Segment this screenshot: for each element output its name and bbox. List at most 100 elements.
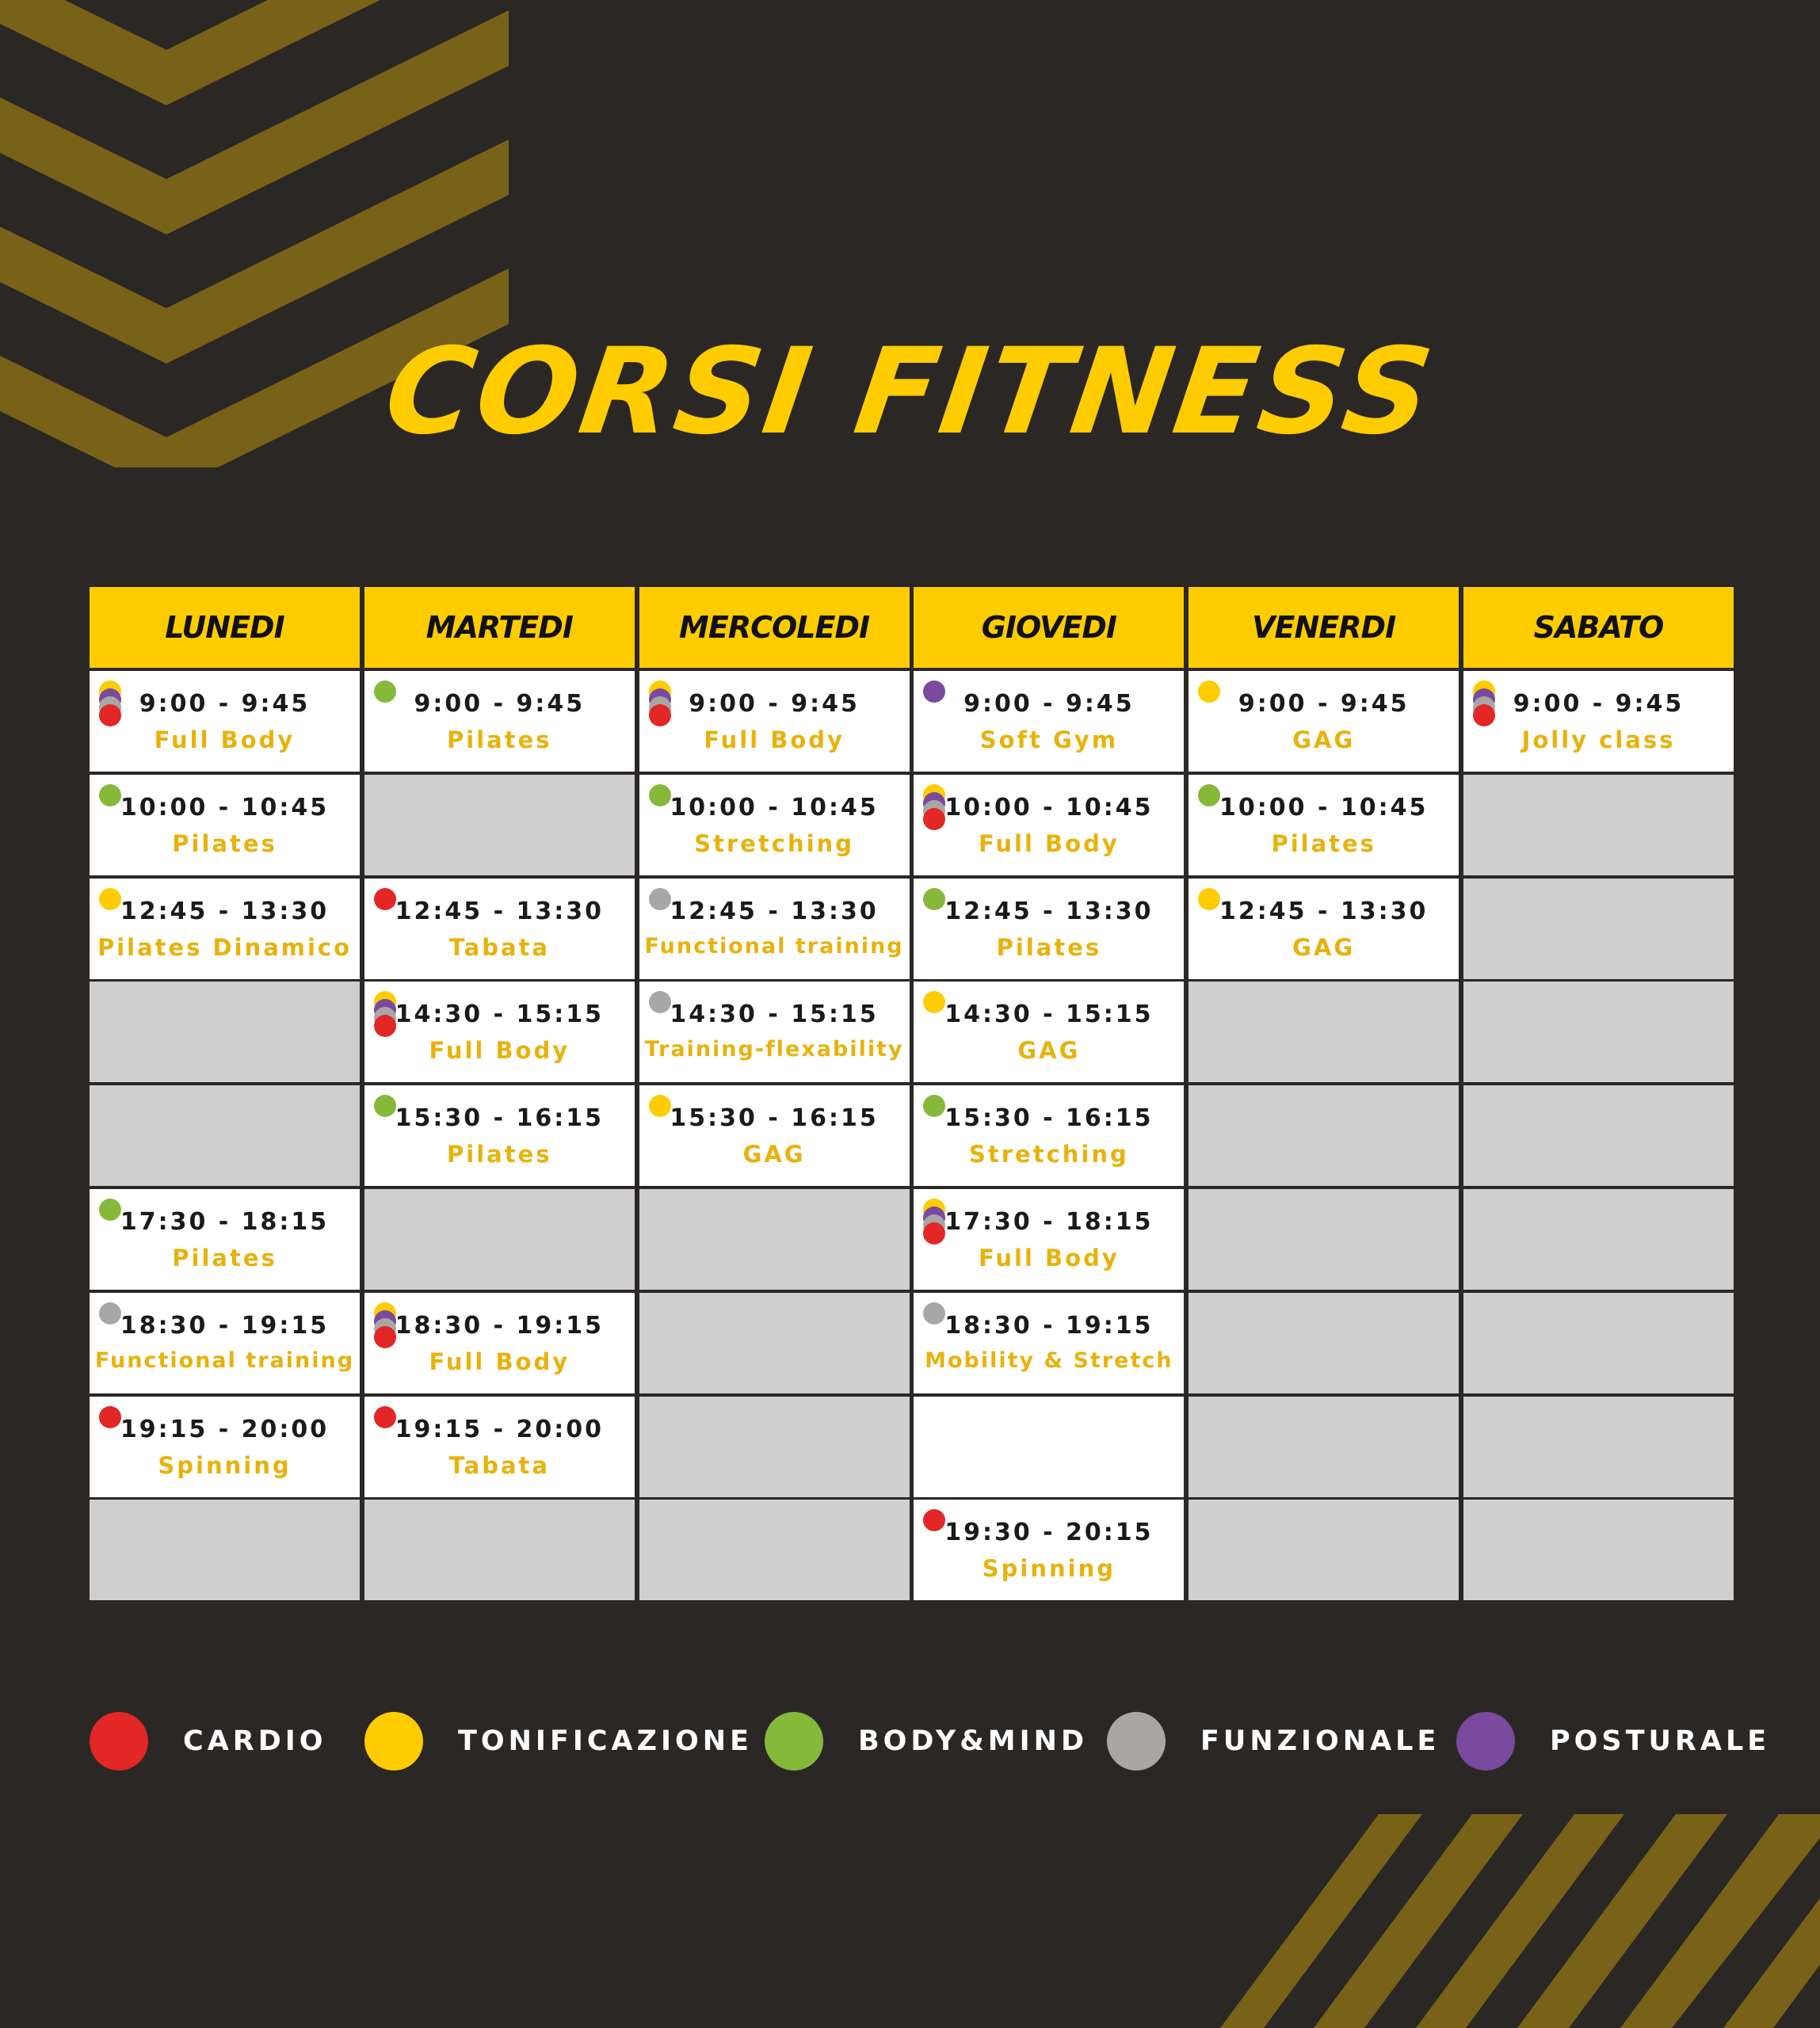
empty-slot <box>90 1085 360 1187</box>
category-dot-bodymind <box>99 1199 121 1221</box>
empty-slot <box>639 1396 910 1497</box>
category-dot-funzionale <box>648 887 671 910</box>
class-time: 18:30 - 19:15 <box>120 1311 330 1340</box>
chevron-stripe <box>166 139 509 364</box>
class-name: Jolly class <box>1521 726 1676 753</box>
category-dot-funzionale <box>99 1302 121 1325</box>
class-slot[interactable]: 9:00 - 9:45 GAG <box>1189 671 1459 772</box>
class-name: Pilates <box>1271 829 1376 857</box>
empty-slot <box>1463 1396 1734 1497</box>
class-slot[interactable]: 19:30 - 20:15 Spinning <box>914 1500 1185 1601</box>
class-name: Soft Gym <box>979 726 1119 753</box>
legend-item-bodymind: BODY&MIND <box>765 1711 1088 1771</box>
class-time: 12:45 - 13:30 <box>395 897 604 925</box>
category-dots <box>1198 783 1222 832</box>
class-slot[interactable]: 15:30 - 16:15 Pilates <box>364 1085 635 1187</box>
class-slot[interactable]: 15:30 - 16:15 GAG <box>639 1085 910 1187</box>
category-dot-posturale <box>923 680 946 703</box>
class-time: 9:00 - 9:45 <box>414 690 586 718</box>
day-column: VENERDI 9:00 - 9:45 GAG 10:00 - 10:45 Pilate… <box>1189 587 1459 1604</box>
category-dot-cardio <box>373 1405 396 1428</box>
class-name: Pilates Dinamico <box>97 933 353 961</box>
class-slot[interactable]: 9:00 - 9:45 Full Body <box>639 671 910 772</box>
class-slot[interactable]: 9:00 - 9:45 Soft Gym <box>914 671 1185 772</box>
class-slot[interactable]: 9:00 - 9:45 Pilates <box>364 671 635 772</box>
class-slot[interactable]: 12:45 - 13:30 GAG <box>1189 878 1459 979</box>
chevron-decoration <box>0 0 509 467</box>
class-slot[interactable]: 12:45 - 13:30 Functional training <box>639 878 910 979</box>
class-slot[interactable]: 12:45 - 13:30 Tabata <box>364 878 635 979</box>
class-name: Stretching <box>969 1141 1129 1168</box>
class-time: 12:45 - 13:30 <box>944 897 1154 925</box>
blank-slot <box>914 1396 1185 1497</box>
day-column: SABATO 9:00 - 9:45 Jolly class <box>1463 587 1734 1604</box>
class-slot[interactable]: 9:00 - 9:45 Full Body <box>90 671 360 772</box>
legend-label: TONIFICAZIONE <box>458 1725 754 1757</box>
empty-slot <box>364 774 635 875</box>
class-slot[interactable]: 12:45 - 13:30 Pilates Dinamico <box>90 878 360 979</box>
class-slot[interactable]: 19:15 - 20:00 Spinning <box>90 1396 360 1497</box>
day-header: SABATO <box>1463 587 1734 668</box>
category-legend: CARDIO TONIFICAZIONE BODY&MIND FUNZIONALE PO… <box>0 1711 1820 1771</box>
category-dot-cardio <box>923 1509 946 1532</box>
category-dot-bodymind <box>373 1095 396 1118</box>
empty-slot <box>1189 982 1459 1083</box>
class-slot[interactable]: 10:00 - 10:45 Pilates <box>90 774 360 875</box>
class-time: 18:30 - 19:15 <box>395 1311 604 1340</box>
category-dots <box>923 887 947 936</box>
legend-item-funzionale: FUNZIONALE <box>1107 1711 1440 1771</box>
empty-slot <box>639 1189 910 1290</box>
legend-label: POSTURALE <box>1550 1725 1771 1757</box>
class-slot[interactable]: 10:00 - 10:45 Full Body <box>914 774 1185 875</box>
diagonal-stripe <box>1416 1814 1624 2028</box>
class-slot[interactable]: 14:30 - 15:15 GAG <box>914 982 1185 1083</box>
category-dot-tonificazione <box>923 991 946 1014</box>
class-time: 17:30 - 18:15 <box>120 1208 330 1236</box>
class-slot[interactable]: 10:00 - 10:45 Stretching <box>639 774 910 875</box>
class-time: 10:00 - 10:45 <box>944 793 1154 821</box>
diagonal-stripe <box>1723 1898 1820 2028</box>
diagonal-stripe <box>1314 1814 1523 2028</box>
empty-slot <box>1189 1396 1459 1497</box>
class-slot[interactable]: 14:30 - 15:15 Full Body <box>364 982 635 1083</box>
day-header: GIOVEDI <box>914 587 1185 668</box>
chevron-stripe <box>0 356 166 467</box>
class-slot[interactable]: 15:30 - 16:15 Stretching <box>914 1085 1185 1187</box>
empty-slot <box>1463 1085 1734 1187</box>
empty-slot <box>1189 1292 1459 1393</box>
category-dot-cardio <box>923 1222 946 1245</box>
category-dots <box>373 1405 398 1454</box>
category-dot-cardio <box>923 807 946 830</box>
empty-slot <box>90 982 360 1083</box>
category-dot-cardio <box>373 887 396 910</box>
class-slot[interactable]: 17:30 - 18:15 Pilates <box>90 1189 360 1290</box>
category-dots <box>99 680 123 728</box>
class-name: Pilates <box>172 1245 277 1271</box>
class-slot[interactable]: 12:45 - 13:30 Pilates <box>914 878 1185 979</box>
category-dots <box>923 991 947 1039</box>
category-dot-funzionale <box>648 991 671 1014</box>
class-time: 10:00 - 10:45 <box>120 793 330 821</box>
category-dots <box>373 1095 398 1142</box>
class-name: Mobility & Stretch <box>925 1348 1173 1373</box>
class-slot[interactable]: 17:30 - 18:15 Full Body <box>914 1189 1185 1290</box>
legend-item-tonificazione: TONIFICAZIONE <box>364 1711 753 1771</box>
category-dots <box>99 1199 123 1246</box>
class-slot[interactable]: 18:30 - 19:15 Mobility & Stretch <box>914 1292 1185 1393</box>
class-name: Pilates <box>996 933 1102 961</box>
class-name: Full Body <box>429 1037 570 1065</box>
class-time: 17:30 - 18:15 <box>944 1208 1154 1236</box>
category-dot-tonificazione <box>648 1095 671 1118</box>
class-slot[interactable]: 18:30 - 19:15 Full Body <box>364 1292 635 1393</box>
category-dot-cardio <box>373 1325 396 1348</box>
category-dots <box>1198 680 1222 728</box>
class-slot[interactable]: 10:00 - 10:45 Pilates <box>1189 774 1459 875</box>
class-slot[interactable]: 14:30 - 15:15 Training-flexability <box>639 982 910 1083</box>
class-name: GAG <box>1292 726 1356 753</box>
chevron-stripe <box>166 10 509 234</box>
class-slot[interactable]: 18:30 - 19:15 Functional training <box>90 1292 360 1393</box>
class-slot[interactable]: 19:15 - 20:00 Tabata <box>364 1396 635 1497</box>
class-slot[interactable]: 9:00 - 9:45 Jolly class <box>1463 671 1734 772</box>
empty-slot <box>90 1500 360 1601</box>
class-time: 19:15 - 20:00 <box>395 1415 604 1443</box>
